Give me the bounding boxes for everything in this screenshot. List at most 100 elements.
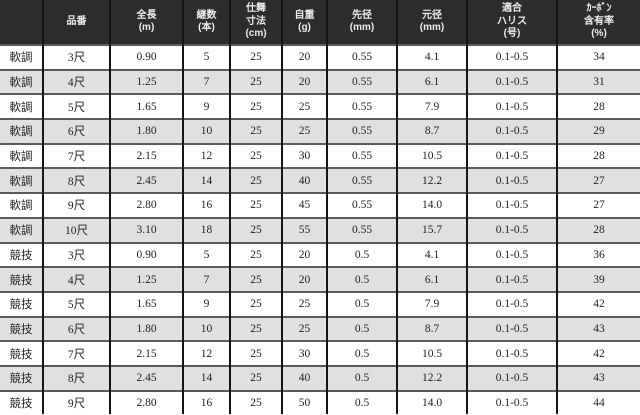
cell-sections: 5 xyxy=(182,44,230,70)
cell-harris_go: 0.1-0.5 xyxy=(466,389,557,415)
table-row: 競技 9尺 2.80 16 25 50 0.5 14.0 0.1-0.5 44 xyxy=(0,389,640,415)
cell-sections: 7 xyxy=(182,266,230,292)
cell-closed_cm: 25 xyxy=(229,290,282,317)
cell-weight_g: 20 xyxy=(281,241,327,268)
cell-grade: 軟調 xyxy=(0,142,43,169)
cell-grade: 軟調 xyxy=(0,167,43,194)
column-header-sections: 継数 (本) xyxy=(182,0,230,45)
table-row: 競技 4尺 1.25 7 25 20 0.5 6.1 0.1-0.5 39 xyxy=(0,266,640,292)
cell-weight_g: 40 xyxy=(281,364,327,391)
cell-harris_go: 0.1-0.5 xyxy=(466,167,557,194)
cell-tip_mm: 0.55 xyxy=(326,216,397,243)
cell-closed_cm: 25 xyxy=(229,241,282,268)
cell-carbon_pct: 28 xyxy=(556,93,640,120)
cell-grade: 軟調 xyxy=(0,118,43,144)
cell-length_m: 1.25 xyxy=(109,266,183,292)
cell-harris_go: 0.1-0.5 xyxy=(466,315,557,342)
cell-sections: 12 xyxy=(182,340,230,366)
cell-item: 5尺 xyxy=(42,290,110,317)
cell-grade: 軟調 xyxy=(0,44,43,70)
cell-closed_cm: 25 xyxy=(229,44,282,70)
cell-grade: 競技 xyxy=(0,364,43,391)
cell-length_m: 1.80 xyxy=(109,315,183,342)
cell-closed_cm: 25 xyxy=(229,192,282,218)
cell-length_m: 2.45 xyxy=(109,167,183,194)
cell-grade: 軟調 xyxy=(0,192,43,218)
cell-length_m: 2.15 xyxy=(109,340,183,366)
cell-length_m: 2.80 xyxy=(109,389,183,415)
cell-item: 7尺 xyxy=(42,142,110,169)
cell-harris_go: 0.1-0.5 xyxy=(466,68,557,95)
cell-tip_mm: 0.55 xyxy=(326,192,397,218)
column-header-weight_g: 自重 (g) xyxy=(281,0,327,45)
cell-length_m: 2.45 xyxy=(109,364,183,391)
cell-closed_cm: 25 xyxy=(229,68,282,95)
cell-item: 10尺 xyxy=(42,216,110,243)
cell-butt_mm: 10.5 xyxy=(396,340,467,366)
cell-item: 6尺 xyxy=(42,118,110,144)
table-row: 競技 8尺 2.45 14 25 40 0.5 12.2 0.1-0.5 43 xyxy=(0,364,640,391)
cell-weight_g: 40 xyxy=(281,167,327,194)
column-header-harris_go: 適合 ハリス (号) xyxy=(466,0,557,45)
cell-weight_g: 55 xyxy=(281,216,327,243)
cell-item: 9尺 xyxy=(42,389,110,415)
cell-harris_go: 0.1-0.5 xyxy=(466,192,557,218)
table-row: 軟調 8尺 2.45 14 25 40 0.55 12.2 0.1-0.5 27 xyxy=(0,167,640,194)
cell-weight_g: 20 xyxy=(281,266,327,292)
cell-harris_go: 0.1-0.5 xyxy=(466,44,557,70)
cell-carbon_pct: 42 xyxy=(556,290,640,317)
cell-closed_cm: 25 xyxy=(229,389,282,415)
cell-item: 4尺 xyxy=(42,266,110,292)
table-row: 軟調 4尺 1.25 7 25 20 0.55 6.1 0.1-0.5 31 xyxy=(0,68,640,95)
cell-butt_mm: 12.2 xyxy=(396,364,467,391)
cell-grade: 競技 xyxy=(0,290,43,317)
column-header-grade xyxy=(0,0,43,45)
cell-closed_cm: 25 xyxy=(229,364,282,391)
cell-sections: 16 xyxy=(182,389,230,415)
cell-tip_mm: 0.55 xyxy=(326,167,397,194)
cell-grade: 競技 xyxy=(0,389,43,415)
cell-tip_mm: 0.5 xyxy=(326,241,397,268)
cell-carbon_pct: 39 xyxy=(556,266,640,292)
cell-sections: 14 xyxy=(182,167,230,194)
cell-tip_mm: 0.5 xyxy=(326,364,397,391)
cell-grade: 軟調 xyxy=(0,93,43,120)
cell-sections: 14 xyxy=(182,364,230,391)
cell-closed_cm: 25 xyxy=(229,266,282,292)
cell-butt_mm: 7.9 xyxy=(396,93,467,120)
cell-grade: 競技 xyxy=(0,266,43,292)
cell-sections: 18 xyxy=(182,216,230,243)
cell-item: 7尺 xyxy=(42,340,110,366)
cell-carbon_pct: 28 xyxy=(556,216,640,243)
cell-butt_mm: 14.0 xyxy=(396,192,467,218)
cell-closed_cm: 25 xyxy=(229,142,282,169)
cell-item: 5尺 xyxy=(42,93,110,120)
cell-carbon_pct: 43 xyxy=(556,315,640,342)
cell-item: 8尺 xyxy=(42,364,110,391)
cell-tip_mm: 0.55 xyxy=(326,142,397,169)
cell-length_m: 1.25 xyxy=(109,68,183,95)
cell-tip_mm: 0.5 xyxy=(326,266,397,292)
cell-carbon_pct: 43 xyxy=(556,364,640,391)
cell-carbon_pct: 31 xyxy=(556,68,640,95)
cell-butt_mm: 4.1 xyxy=(396,241,467,268)
cell-closed_cm: 25 xyxy=(229,340,282,366)
cell-grade: 軟調 xyxy=(0,68,43,95)
cell-length_m: 0.90 xyxy=(109,44,183,70)
cell-carbon_pct: 29 xyxy=(556,118,640,144)
cell-grade: 競技 xyxy=(0,241,43,268)
cell-butt_mm: 10.5 xyxy=(396,142,467,169)
cell-butt_mm: 15.7 xyxy=(396,216,467,243)
table-row: 軟調 10尺 3.10 18 25 55 0.55 15.7 0.1-0.5 28 xyxy=(0,216,640,243)
cell-length_m: 1.65 xyxy=(109,93,183,120)
cell-sections: 7 xyxy=(182,68,230,95)
cell-sections: 9 xyxy=(182,93,230,120)
cell-harris_go: 0.1-0.5 xyxy=(466,241,557,268)
cell-weight_g: 25 xyxy=(281,118,327,144)
cell-item: 4尺 xyxy=(42,68,110,95)
cell-carbon_pct: 27 xyxy=(556,167,640,194)
cell-grade: 競技 xyxy=(0,315,43,342)
table-row: 軟調 5尺 1.65 9 25 25 0.55 7.9 0.1-0.5 28 xyxy=(0,93,640,120)
cell-butt_mm: 8.7 xyxy=(396,315,467,342)
